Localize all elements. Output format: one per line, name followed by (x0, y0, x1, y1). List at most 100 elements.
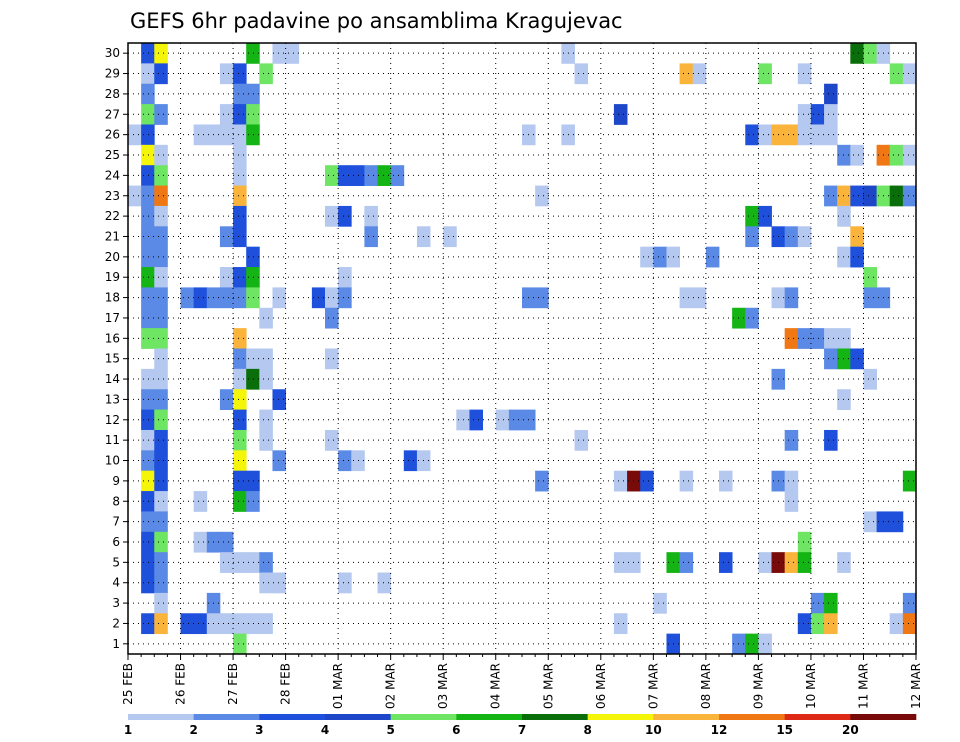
heatmap-cell (154, 511, 168, 533)
heatmap-cell (272, 572, 286, 594)
y-tick-label: 12 (105, 413, 120, 427)
y-tick-label: 18 (105, 291, 120, 305)
heatmap-cell (824, 613, 838, 635)
heatmap-cells (128, 43, 917, 655)
heatmap-cell (325, 307, 339, 329)
heatmap-cell (219, 287, 234, 309)
heatmap-cell (719, 552, 733, 573)
heatmap-cell (233, 226, 247, 248)
heatmap-cell (141, 83, 155, 105)
heatmap-cell (141, 307, 155, 329)
heatmap-cell (784, 470, 799, 492)
chart-title: GEFS 6hr padavine po ansamblima Kragujev… (130, 9, 623, 33)
heatmap-cell (443, 226, 457, 248)
y-tick-label: 2 (112, 616, 120, 630)
heatmap-cell (154, 144, 168, 166)
y-tick-label: 27 (105, 107, 120, 121)
heatmap-cell (246, 83, 260, 105)
y-tick-label: 14 (105, 372, 120, 386)
heatmap-cell (272, 287, 286, 309)
heatmap-cell (141, 124, 155, 146)
heatmap-cell (535, 287, 549, 309)
heatmap-cell (154, 409, 168, 431)
y-tick-label: 13 (105, 392, 120, 406)
heatmap-cell (259, 572, 273, 594)
heatmap-cell (141, 429, 155, 451)
heatmap-cell (745, 226, 759, 248)
heatmap-cell (141, 511, 155, 533)
heatmap-cell (233, 613, 247, 635)
heatmap-cell (679, 470, 694, 492)
heatmap-cell (797, 63, 812, 85)
heatmap-cell (784, 287, 799, 309)
heatmap-cell (745, 633, 759, 655)
y-tick-label: 1 (112, 637, 120, 651)
heatmap-cell (154, 287, 168, 309)
heatmap-cell (154, 531, 168, 553)
y-tick-label: 25 (105, 148, 120, 162)
y-tick-label: 29 (105, 67, 120, 81)
y-tick-label: 19 (105, 270, 120, 284)
heatmap-cell (889, 144, 904, 166)
heatmap-cell (259, 348, 273, 370)
heatmap-cell (233, 491, 247, 512)
heatmap-cell (154, 389, 168, 410)
y-tick-label: 8 (112, 494, 120, 508)
heatmap-cell (338, 267, 352, 288)
heatmap-cell (758, 633, 772, 655)
heatmap-cell (219, 613, 234, 635)
heatmap-cell (154, 552, 168, 573)
heatmap-cell (719, 470, 733, 492)
heatmap-cell (338, 572, 352, 594)
heatmap-cell (272, 450, 286, 472)
heatmap-cell (141, 409, 155, 431)
heatmap-cell (325, 429, 339, 451)
heatmap-cell (797, 124, 812, 146)
heatmap-cell (233, 205, 247, 227)
heatmap-cell (679, 63, 694, 85)
heatmap-cell (850, 43, 864, 64)
heatmap-cell (902, 592, 917, 614)
heatmap-cell (233, 429, 247, 451)
heatmap-cell (745, 205, 759, 227)
heatmap-cell (233, 409, 247, 431)
heatmap-cell (233, 368, 247, 390)
heatmap-cell (810, 124, 825, 146)
heatmap-cell (219, 552, 234, 573)
heatmap-cell (154, 470, 168, 492)
heatmap-cell (154, 104, 168, 125)
heatmap-cell (889, 185, 904, 207)
y-tick-label: 16 (105, 331, 120, 345)
heatmap-cell (797, 613, 812, 635)
heatmap-cell (325, 165, 339, 186)
y-tick-label: 7 (112, 515, 120, 529)
heatmap-cell (364, 165, 378, 186)
heatmap-cell (338, 205, 352, 227)
heatmap-cell (745, 124, 759, 146)
heatmap-cell (233, 552, 247, 573)
heatmap-cell (390, 165, 405, 186)
heatmap-cell (141, 328, 155, 349)
heatmap-cell (141, 613, 155, 635)
heatmap-cell (338, 165, 352, 186)
heatmap-cell (246, 124, 260, 146)
heatmap-cell (653, 246, 667, 268)
heatmap-cell (863, 185, 877, 207)
heatmap-cell (574, 63, 589, 85)
heatmap-cell (325, 205, 339, 227)
heatmap-cell (233, 185, 247, 207)
heatmap-cell (233, 328, 247, 349)
heatmap-cell (259, 429, 273, 451)
heatmap-cell (784, 124, 799, 146)
x-tick-label: 07 MAR (646, 663, 660, 709)
heatmap-cell (141, 63, 155, 85)
heatmap-cell (141, 267, 155, 288)
heatmap-cell (154, 226, 168, 248)
heatmap-cell (233, 470, 247, 492)
heatmap-cell (640, 470, 654, 492)
y-tick-label: 11 (105, 433, 120, 447)
heatmap-cell (705, 246, 720, 268)
heatmap-cell (797, 552, 812, 573)
y-tick-label: 15 (105, 352, 120, 366)
x-axis: 25 FEB 26 FEB 27 FEB 28 FEB 01 MAR 02 MAR 03 M… (121, 654, 923, 709)
